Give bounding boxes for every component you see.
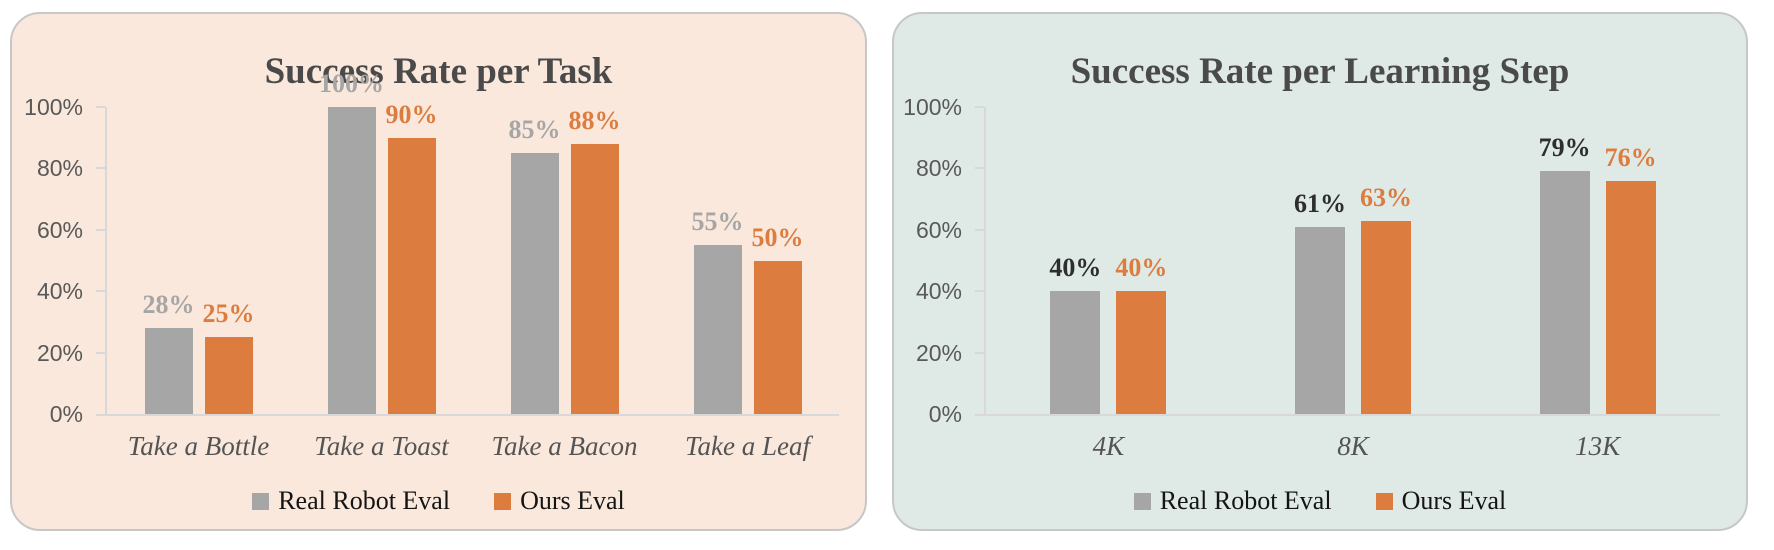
real-robot-eval-bar <box>1050 291 1101 414</box>
ours-eval-legend-swatch <box>494 492 512 510</box>
learning-step-category-axis: 4K 8K 13K <box>986 431 1720 462</box>
task-legend: Real Robot Eval Ours Eval <box>12 486 865 516</box>
learning-step-plot-area: 0% 20% 40% 60% 80% 100% 40% 61% 79% 40% 63% 76% <box>903 94 1720 427</box>
ours-eval-legend-label: Ours Eval <box>520 486 625 515</box>
real-robot-eval-value-label: 79% <box>1538 133 1591 163</box>
real-robot-eval-bar <box>693 245 742 414</box>
real-robot-eval-value-label: 100% <box>319 69 384 98</box>
y-tick-label: 20% <box>915 339 962 366</box>
y-tick-mark <box>975 167 984 170</box>
y-tick-label: 60% <box>915 216 962 243</box>
y-tick-label: 100% <box>903 94 962 120</box>
legend-item-ours-eval: Ours Eval <box>1375 486 1507 516</box>
real-robot-eval-value-label: 85% <box>508 115 561 145</box>
ours-eval-legend-swatch <box>1375 492 1393 510</box>
ours-eval-value-label: 25% <box>202 299 255 329</box>
y-axis-line <box>105 107 107 414</box>
real-robot-eval-bar <box>1539 171 1590 414</box>
task-chart-title: Success Rate per Task <box>264 50 613 92</box>
y-tick-label: 40% <box>915 278 962 305</box>
ours-eval-bar <box>1605 180 1656 414</box>
y-tick-mark <box>975 351 984 354</box>
ours-eval-bar <box>570 143 619 414</box>
legend-item-real-robot-eval: Real Robot Eval <box>252 486 450 516</box>
y-tick-mark <box>975 228 984 231</box>
ours-eval-value-label: 63% <box>1360 182 1412 212</box>
ours-eval-bar <box>387 137 436 414</box>
ours-eval-bar <box>753 260 802 414</box>
real-robot-eval-legend-label: Real Robot Eval <box>1159 486 1332 515</box>
y-tick-label: 0% <box>928 401 962 427</box>
real-robot-eval-value-label: 55% <box>691 207 744 237</box>
ours-eval-legend-label: Ours Eval <box>1401 486 1507 515</box>
real-robot-eval-bar <box>327 107 376 414</box>
ours-eval-value-label: 50% <box>751 222 804 252</box>
ours-eval-value-label: 40% <box>1115 253 1168 283</box>
category-label: 8K <box>1337 431 1369 461</box>
y-tick-label: 0% <box>49 401 83 427</box>
y-tick-mark <box>96 290 105 293</box>
ours-eval-bar <box>1116 291 1167 414</box>
ours-eval-value-label: 76% <box>1604 142 1657 172</box>
task-plot-area: 0% 20% 40% 60% 80% 100% 28% 100% 85% 55% 25% 90% 88%… <box>24 69 839 427</box>
y-tick-label: 60% <box>36 216 83 243</box>
task-chart-panel: Success Rate per Task 0% 20% 40% 60% 80% 100%… <box>10 12 867 531</box>
y-tick-mark <box>96 351 105 354</box>
learning-step-legend: Real Robot Eval Ours Eval <box>894 486 1746 516</box>
real-robot-eval-legend-swatch <box>1133 492 1151 510</box>
y-tick-label: 20% <box>36 339 83 366</box>
ours-eval-value-label: 88% <box>568 105 621 135</box>
real-robot-eval-legend-label: Real Robot Eval <box>278 486 451 515</box>
category-label: Take a Leaf <box>684 431 810 461</box>
y-tick-label: 40% <box>36 278 83 305</box>
real-robot-eval-bar <box>144 328 193 414</box>
y-tick-mark <box>96 106 105 108</box>
learning-step-chart-panel: Success Rate per Learning Step 0% 20% 40% 6… <box>892 12 1748 531</box>
legend-item-ours-eval: Ours Eval <box>494 486 625 516</box>
task-category-axis: Take a Bottle Take a Toast Take a Bacon Tak… <box>107 431 839 462</box>
y-tick-label: 80% <box>36 155 83 182</box>
real-robot-eval-value-label: 61% <box>1294 188 1346 218</box>
category-label: Take a Bottle <box>127 431 270 461</box>
real-robot-eval-legend-swatch <box>252 492 270 510</box>
y-axis-line <box>984 107 986 414</box>
legend-item-real-robot-eval: Real Robot Eval <box>1133 486 1332 516</box>
ours-eval-bar <box>1361 220 1411 414</box>
real-robot-eval-value-label: 28% <box>142 290 195 320</box>
ours-eval-value-label: 90% <box>385 99 438 129</box>
real-robot-eval-value-label: 40% <box>1049 253 1102 283</box>
y-tick-mark <box>975 106 984 108</box>
real-robot-eval-bar <box>510 153 559 414</box>
learning-step-chart-title: Success Rate per Learning Step <box>1070 50 1570 92</box>
y-tick-label: 80% <box>915 155 962 182</box>
ours-eval-bar <box>204 337 253 414</box>
category-label: 4K <box>1092 431 1125 461</box>
category-label: Take a Bacon <box>491 431 638 461</box>
y-tick-mark <box>96 228 105 231</box>
x-axis-line <box>96 414 839 416</box>
category-label: 13K <box>1575 431 1621 461</box>
real-robot-eval-bar <box>1295 226 1345 414</box>
x-axis-line <box>975 414 1720 416</box>
y-tick-mark <box>96 167 105 170</box>
category-label: Take a Toast <box>314 431 449 461</box>
y-tick-mark <box>975 290 984 293</box>
y-tick-label: 100% <box>24 94 83 120</box>
